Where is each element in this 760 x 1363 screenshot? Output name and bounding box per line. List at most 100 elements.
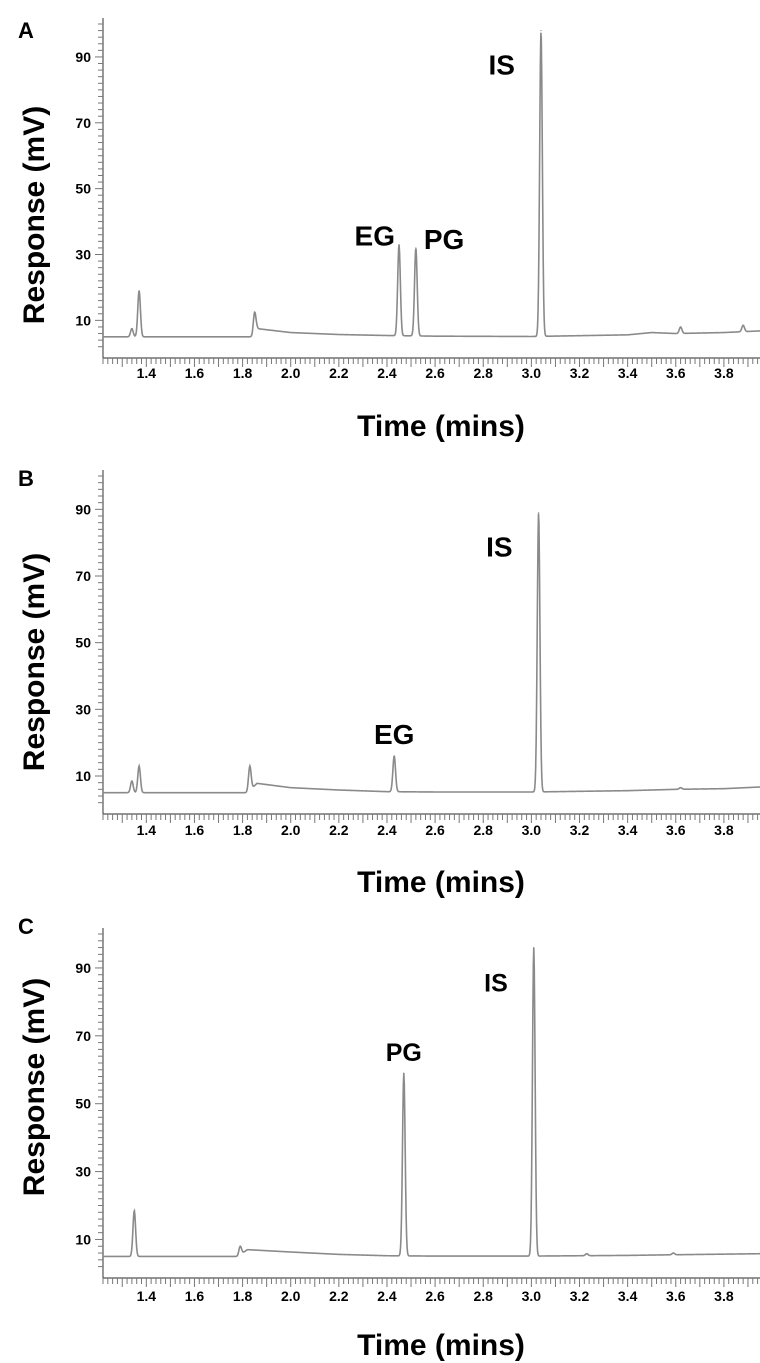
peak-label-pg: PG — [424, 224, 464, 255]
x-tick-label: 2.6 — [425, 1288, 445, 1304]
x-tick-label: 1.8 — [233, 1288, 253, 1304]
y-tick-label: 10 — [75, 768, 91, 784]
labels-c: PG IS — [386, 970, 508, 1068]
x-tick-label: 2.2 — [329, 822, 349, 838]
peak-apex — [393, 755, 395, 757]
panel-label-a: A — [18, 18, 34, 43]
x-tick-label: 1.4 — [137, 822, 157, 838]
y-tick-label: 10 — [75, 1231, 91, 1247]
chromatogram-trace — [103, 513, 760, 794]
peak-apex — [138, 765, 140, 767]
x-tick-label: 1.4 — [137, 365, 157, 381]
x-tick-label: 2.0 — [281, 822, 301, 838]
x-tick-label: 1.8 — [233, 822, 253, 838]
axes-b: 10 30 50 70 90 1.4 1.6 1.8 2.0 2.2 2.4 2.6 2.8 3.0 3.2… — [75, 470, 760, 838]
y-tick-label: 10 — [75, 312, 91, 328]
peak-label-eg: EG — [355, 221, 395, 252]
y-axis-label-c: Response (mV) — [18, 978, 51, 1196]
y-axis-label-b: Response (mV) — [18, 553, 51, 771]
x-tick-label: 3.4 — [618, 822, 638, 838]
y-tick-label: 50 — [75, 1096, 91, 1112]
peak-label-is: IS — [489, 50, 515, 81]
y-tick-label: 30 — [75, 701, 91, 717]
x-tick-label: 3.8 — [714, 822, 734, 838]
panel-a: A Response (mV) Time (mins) 10 30 50 70 90 1.… — [18, 18, 760, 443]
x-tick-label: 2.2 — [329, 1288, 349, 1304]
x-tick-label: 3.0 — [522, 822, 542, 838]
x-tick-label: 1.8 — [233, 365, 253, 381]
labels-b: EG IS — [374, 532, 513, 750]
x-tick-label: 3.4 — [618, 365, 638, 381]
y-tick-label: 70 — [75, 115, 91, 131]
y-tick-label: 30 — [75, 1164, 91, 1180]
peak-apex — [249, 765, 251, 767]
x-tick-label: 2.0 — [281, 1288, 301, 1304]
peak-apex — [679, 787, 682, 789]
x-tick-label: 2.4 — [377, 822, 397, 838]
x-tick-label: 2.2 — [329, 365, 349, 381]
x-tick-label: 2.8 — [474, 1288, 494, 1304]
chromatogram-trace — [103, 32, 760, 338]
panel-b: B Response (mV) Time (mins) 10 30 50 70 90 1.… — [18, 466, 760, 899]
peak-apex — [586, 1253, 588, 1255]
peak-label-eg: EG — [374, 719, 414, 750]
x-tick-label: 3.8 — [714, 1288, 734, 1304]
peak-apex — [537, 512, 540, 514]
trace-b — [103, 512, 760, 794]
x-tick-label: 3.6 — [666, 1288, 686, 1304]
peak-apex — [133, 1210, 135, 1212]
panel-label-c: C — [18, 914, 34, 939]
x-tick-label: 2.6 — [425, 365, 445, 381]
x-tick-label: 2.0 — [281, 365, 301, 381]
y-tick-label: 70 — [75, 1028, 91, 1044]
panel-label-b: B — [18, 466, 34, 491]
trace-a — [103, 29, 760, 338]
peak-apex — [131, 780, 133, 782]
x-tick-label: 3.2 — [570, 1288, 590, 1304]
trace-c — [103, 946, 760, 1258]
chromatogram-trace — [103, 947, 760, 1258]
x-tick-label: 3.0 — [522, 1288, 542, 1304]
x-tick-label: 3.2 — [570, 822, 590, 838]
x-tick-label: 2.8 — [474, 822, 494, 838]
x-tick-label: 3.0 — [522, 365, 542, 381]
x-tick-label: 3.2 — [570, 365, 590, 381]
x-tick-label: 1.6 — [185, 1288, 205, 1304]
peak-apex — [398, 244, 400, 246]
x-tick-label: 3.6 — [666, 822, 686, 838]
peak-apex — [742, 324, 744, 326]
x-tick-label: 2.8 — [474, 365, 494, 381]
peak-apex — [415, 247, 417, 249]
panel-c: C Response (mV) Time (mins) 10 30 50 70 90 1.… — [18, 914, 760, 1362]
x-tick-label: 1.6 — [185, 365, 205, 381]
x-axis-label-c: Time (mins) — [357, 1329, 525, 1362]
peak-apex — [403, 1072, 405, 1074]
x-tick-label: 2.4 — [377, 365, 397, 381]
x-axis-label-b: Time (mins) — [357, 866, 525, 899]
y-tick-label: 70 — [75, 568, 91, 584]
y-tick-label: 50 — [75, 181, 91, 197]
peak-apex — [540, 29, 542, 32]
y-axis-label-a: Response (mV) — [18, 106, 51, 324]
x-tick-label: 2.6 — [425, 822, 445, 838]
y-tick-label: 50 — [75, 635, 91, 651]
y-tick-label: 90 — [75, 501, 91, 517]
x-tick-label: 3.4 — [618, 1288, 638, 1304]
y-tick-label: 90 — [75, 960, 91, 976]
peak-apex — [679, 326, 682, 328]
x-tick-label: 3.8 — [714, 365, 734, 381]
peak-apex — [131, 327, 133, 330]
peak-apex — [672, 1252, 674, 1254]
peak-apex — [254, 311, 256, 313]
x-tick-label: 1.4 — [137, 1288, 157, 1304]
labels-a: EG PG IS — [355, 50, 515, 255]
x-tick-label: 1.6 — [185, 822, 205, 838]
peak-label-is: IS — [484, 970, 508, 998]
x-axis-label-a: Time (mins) — [357, 410, 525, 443]
axes-a: 10 30 50 70 90 1.4 1.6 1.8 2.0 2.2 2.4 2.6 2.8 3.0 3.2… — [75, 18, 760, 381]
peak-label-pg: PG — [386, 1039, 422, 1067]
axes-c: 10 30 50 70 90 1.4 1.6 1.8 2.0 2.2 2.4 2.6 2.8 3.0 3.2… — [75, 928, 760, 1304]
x-tick-label: 3.6 — [666, 365, 686, 381]
peak-apex — [239, 1245, 241, 1247]
